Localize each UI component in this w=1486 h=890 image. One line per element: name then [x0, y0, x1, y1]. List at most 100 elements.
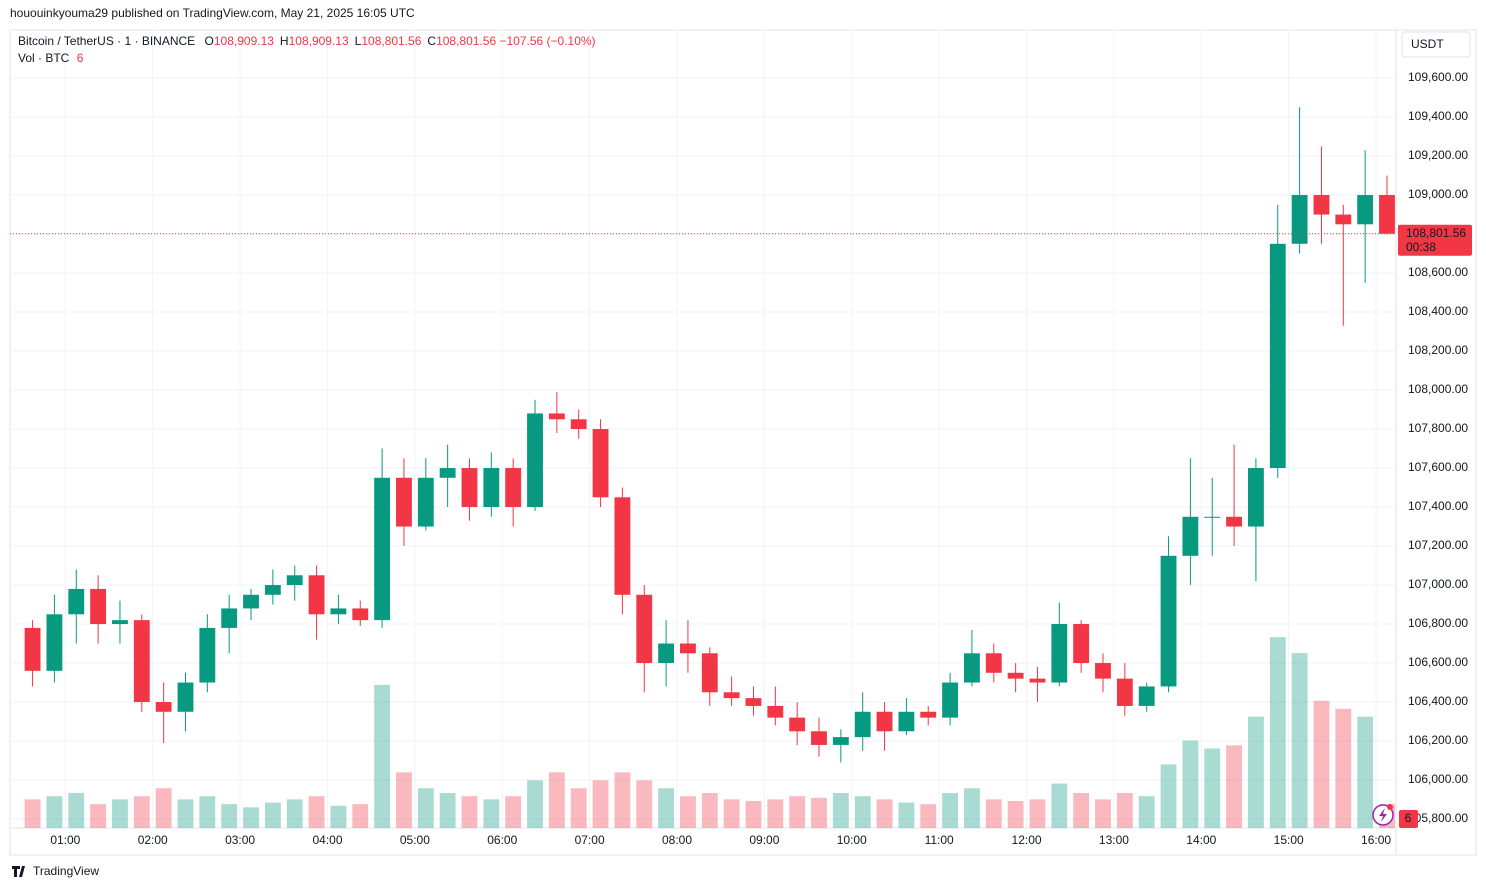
candle-body — [876, 711, 893, 732]
volume-bar — [439, 793, 456, 828]
y-tick-label: 109,600.00 — [1408, 70, 1468, 84]
ohlc-value: 108,909.13 — [213, 34, 274, 48]
ohlc: O108,909.13 H108,909.13 L108,801.56 C108,80… — [199, 34, 497, 48]
volume-bar — [330, 805, 347, 828]
candle-body — [1247, 468, 1264, 527]
volume-bar — [461, 796, 478, 828]
candle-body — [1226, 516, 1242, 527]
volume-bar — [658, 788, 675, 828]
volume-bar — [1116, 793, 1133, 828]
y-tick-label: 108,600.00 — [1408, 265, 1468, 279]
volume-bar — [133, 796, 150, 828]
volume-bar — [1051, 783, 1068, 828]
ohlc-key: C — [427, 34, 437, 48]
candle-body — [527, 413, 543, 508]
volume-bar — [1138, 796, 1155, 828]
volume-tag-label: 6 — [1405, 811, 1412, 825]
volume-bar — [286, 799, 303, 828]
ohlc-key: O — [204, 34, 214, 48]
volume-bar — [832, 793, 849, 828]
candle-body — [614, 497, 631, 595]
candle-body — [308, 575, 325, 615]
candle-body — [701, 653, 718, 693]
currency: USDT — [1411, 37, 1444, 51]
candle-body — [112, 620, 128, 625]
x-tick-label: 03:00 — [225, 833, 255, 847]
x-tick-label: 01:00 — [50, 833, 80, 847]
y-tick-label: 105,800.00 — [1408, 811, 1468, 825]
volume-bar — [876, 799, 893, 828]
volume-bar — [680, 796, 696, 828]
volume-bar — [701, 793, 718, 828]
axis-layer: 105,800.00 106,000.00 106,200.00 106,400.00… — [10, 70, 1472, 847]
y-tick-label: 106,400.00 — [1408, 694, 1468, 708]
x-tick-label: 12:00 — [1012, 833, 1042, 847]
volume-bar — [1007, 800, 1024, 828]
volume-bar — [177, 799, 194, 828]
candle-body — [1160, 555, 1177, 687]
volume-bar — [636, 780, 653, 828]
y-tick-label: 107,200.00 — [1408, 538, 1468, 552]
volume-bar — [745, 800, 762, 828]
candle-body — [1095, 663, 1111, 679]
volume-layer — [24, 637, 1395, 828]
candle-body — [286, 575, 303, 586]
volume-bar — [46, 796, 63, 828]
y-tick-label: 106,600.00 — [1408, 655, 1468, 669]
candle-body — [942, 682, 959, 718]
volume-bar — [548, 772, 565, 828]
x-tick-label: 05:00 — [400, 833, 430, 847]
volume-bar — [68, 793, 85, 828]
price-tag — [1398, 224, 1472, 256]
candle-body — [24, 627, 41, 671]
volume-bar — [1029, 799, 1046, 828]
candle-body — [68, 588, 85, 615]
volume-bar — [1073, 793, 1090, 828]
candle-body — [1051, 624, 1068, 683]
ohlc-key: H — [279, 34, 289, 48]
candle-body — [592, 429, 609, 498]
volume-bar — [592, 780, 609, 828]
candle-body — [1313, 195, 1330, 215]
volume-tag — [1399, 810, 1418, 828]
candle-body — [155, 702, 172, 712]
volume-bar — [942, 793, 959, 828]
y-tick-label: 107,000.00 — [1408, 577, 1468, 591]
price-tag-label: 108,801.56 — [1406, 226, 1466, 240]
currency-button[interactable] — [1401, 31, 1471, 58]
candle-body — [723, 692, 740, 699]
volume-bar — [112, 799, 128, 828]
candle-body — [1269, 243, 1286, 469]
candle-body — [133, 620, 150, 703]
candle-body — [483, 468, 500, 508]
x-tick-label: 08:00 — [662, 833, 692, 847]
volume-legend: Vol · BTC 6 — [18, 51, 83, 65]
candle-layer — [24, 107, 1395, 763]
ohlc-value: 108,801.56 — [361, 34, 422, 48]
candle-body — [330, 608, 347, 615]
grid — [10, 30, 1395, 828]
change: −107.56 (−0.10%) — [499, 34, 596, 48]
candle-body — [90, 588, 107, 625]
x-tick-label: 02:00 — [138, 833, 168, 847]
x-tick-label: 04:00 — [312, 833, 342, 847]
candle-body — [199, 627, 216, 683]
y-tick-label: 107,600.00 — [1408, 460, 1468, 474]
candle-body — [1007, 672, 1024, 679]
volume-bar — [24, 799, 41, 828]
symbol: Bitcoin / TetherUS · 1 · BINANCE — [18, 34, 196, 48]
candle-body — [789, 717, 806, 732]
ohlc-key: L — [354, 34, 362, 48]
volume-bar — [1357, 716, 1374, 828]
candle-body — [1357, 195, 1374, 225]
ohlc-value: 108,909.13 — [288, 34, 349, 48]
volume-bar — [985, 799, 1002, 828]
volume-bar — [1095, 799, 1111, 828]
countdown: 00:38 — [1406, 240, 1436, 254]
y-tick-label: 106,800.00 — [1408, 616, 1468, 630]
y-tick-label: 106,200.00 — [1408, 733, 1468, 747]
x-tick-label: 06:00 — [487, 833, 517, 847]
candle-body — [221, 608, 238, 628]
